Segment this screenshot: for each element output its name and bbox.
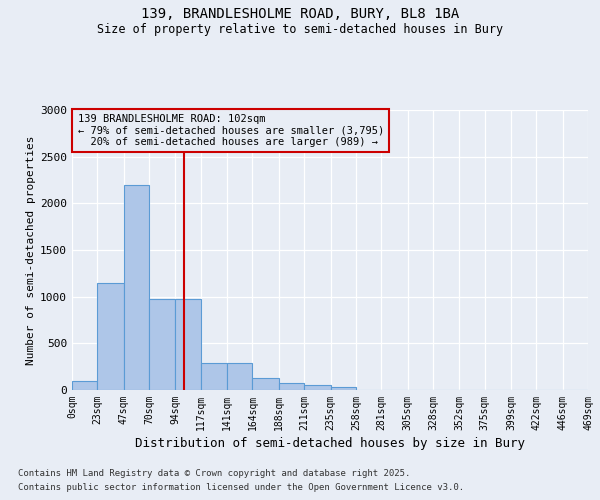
Bar <box>253 378 279 390</box>
Text: Size of property relative to semi-detached houses in Bury: Size of property relative to semi-detach… <box>97 22 503 36</box>
X-axis label: Distribution of semi-detached houses by size in Bury: Distribution of semi-detached houses by … <box>135 437 525 450</box>
Text: 139 BRANDLESHOLME ROAD: 102sqm
← 79% of semi-detached houses are smaller (3,795): 139 BRANDLESHOLME ROAD: 102sqm ← 79% of … <box>77 114 384 147</box>
Bar <box>201 363 227 390</box>
Text: 139, BRANDLESHOLME ROAD, BURY, BL8 1BA: 139, BRANDLESHOLME ROAD, BURY, BL8 1BA <box>141 8 459 22</box>
Text: Contains public sector information licensed under the Open Government Licence v3: Contains public sector information licen… <box>18 484 464 492</box>
Bar <box>124 184 149 390</box>
Bar <box>331 387 356 390</box>
Bar <box>227 363 253 390</box>
Bar <box>97 282 124 390</box>
Y-axis label: Number of semi-detached properties: Number of semi-detached properties <box>26 135 36 365</box>
Bar <box>72 380 97 390</box>
Bar <box>175 298 201 390</box>
Bar <box>149 298 175 390</box>
Bar <box>279 384 304 390</box>
Bar <box>304 386 331 390</box>
Text: Contains HM Land Registry data © Crown copyright and database right 2025.: Contains HM Land Registry data © Crown c… <box>18 468 410 477</box>
